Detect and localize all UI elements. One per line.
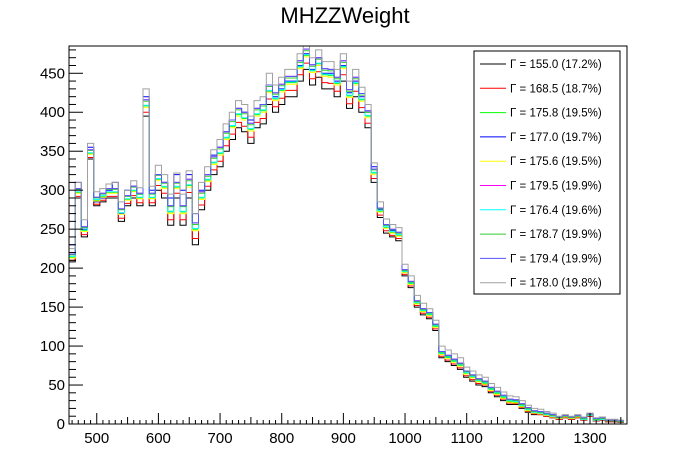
x-tick-label: 1300 bbox=[573, 430, 606, 447]
legend-entry-label: Γ = 177.0 (19.7%) bbox=[510, 132, 602, 144]
y-tick-label: 100 bbox=[40, 338, 65, 355]
y-tick-label: 300 bbox=[40, 182, 65, 199]
chart-title: MHZZWeight bbox=[280, 3, 409, 28]
legend-entry-label: Γ = 179.4 (19.9%) bbox=[510, 253, 602, 265]
legend-entry-label: Γ = 175.8 (19.5%) bbox=[510, 108, 602, 120]
y-axis: 0 50 100 150 200 250 300 350 400 450 bbox=[40, 49, 83, 433]
x-tick-label: 800 bbox=[269, 430, 294, 447]
y-tick-label: 0 bbox=[57, 416, 65, 433]
y-tick-label: 50 bbox=[48, 377, 65, 394]
x-tick-label: 1100 bbox=[451, 430, 483, 447]
series-line-2 bbox=[69, 62, 624, 423]
series-line-7 bbox=[69, 54, 624, 423]
legend-entry-label: Γ = 168.5 (18.7%) bbox=[510, 83, 602, 95]
y-tick-label: 250 bbox=[40, 221, 65, 238]
legend-entry-label: Γ = 178.0 (19.8%) bbox=[510, 278, 602, 290]
y-tick-label: 350 bbox=[40, 143, 65, 160]
y-tick-label: 150 bbox=[40, 299, 65, 316]
legend-box bbox=[473, 50, 621, 295]
series-line-8 bbox=[69, 50, 624, 423]
series-line-10 bbox=[69, 46, 624, 421]
y-tick-label: 200 bbox=[40, 260, 65, 277]
x-tick-label: 1000 bbox=[388, 430, 421, 447]
x-tick-label: 1200 bbox=[512, 430, 545, 447]
x-tick-label: 500 bbox=[84, 430, 109, 447]
series-line-9 bbox=[69, 48, 624, 422]
x-tick-label: 700 bbox=[208, 430, 233, 447]
legend: Γ = 155.0 (17.2%) Γ = 168.5 (18.7%) Γ = 17… bbox=[473, 50, 621, 295]
y-tick-label: 400 bbox=[40, 104, 65, 121]
legend-entry-label: Γ = 179.5 (19.9%) bbox=[510, 181, 602, 193]
plot-frame bbox=[68, 45, 628, 425]
legend-entry-label: Γ = 178.7 (19.9%) bbox=[510, 229, 602, 241]
y-tick-label: 450 bbox=[40, 65, 65, 82]
x-tick-label: 600 bbox=[146, 430, 171, 447]
series-line-5 bbox=[69, 56, 624, 423]
x-axis: 500 600 700 800 900 1000 1100 1200 1300 bbox=[71, 413, 622, 447]
legend-entry-label: Γ = 175.6 (19.5%) bbox=[510, 156, 602, 168]
legend-entry-label: Γ = 155.0 (17.2%) bbox=[510, 59, 602, 71]
legend-entry-label: Γ = 176.4 (19.6%) bbox=[510, 205, 602, 217]
series-layer bbox=[69, 46, 624, 423]
x-tick-label: 900 bbox=[331, 430, 356, 447]
